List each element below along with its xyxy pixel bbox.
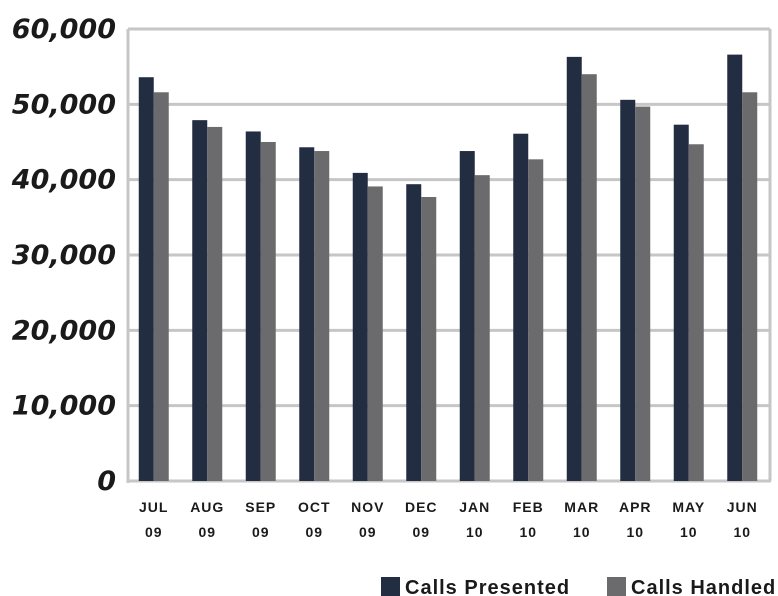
bar-calls-handled (153, 92, 169, 481)
x-tick-label-year: 09 (359, 524, 377, 540)
x-tick-label-year: 09 (145, 524, 163, 540)
bar-calls-presented (192, 120, 208, 482)
x-tick-label-month: FEB (513, 499, 544, 515)
bar-calls-presented (459, 151, 475, 482)
bar-calls-handled (635, 106, 651, 482)
legend-label: Calls Presented (405, 577, 570, 596)
x-tick-label-month: OCT (298, 499, 331, 515)
bars (138, 54, 758, 482)
bar-calls-handled (742, 92, 758, 481)
bar-calls-handled (421, 196, 437, 481)
bar-calls-presented (406, 184, 422, 482)
x-tick-label-month: NOV (351, 499, 384, 515)
x-tick-label-month: MAY (672, 499, 705, 515)
bar-calls-handled (207, 126, 223, 481)
x-axis-tick-labels: JUL 09 AUG 09 SEP 09 OCT 09 NOV 09 DEC 09 JAN 10 FEB 10… (139, 499, 758, 540)
bar-calls-handled (528, 159, 544, 481)
x-tick-label-month: SEP (245, 499, 276, 515)
x-tick-label-month: MAR (564, 499, 599, 515)
bar-calls-presented (138, 77, 154, 482)
x-tick-label-month: DEC (405, 499, 438, 515)
gridlines (126, 27, 772, 483)
y-tick-label: 30,000 (12, 240, 116, 271)
y-axis-tick-labels: 0 10,000 20,000 30,000 40,000 50,000 60,000 (11, 14, 116, 497)
x-tick-label-month: JAN (459, 499, 490, 515)
y-tick-label: 60,000 (12, 14, 116, 45)
bar-calls-presented (299, 147, 315, 482)
bar-calls-handled (474, 175, 490, 481)
legend: Calls Presented Calls Handled (381, 577, 776, 596)
x-tick-label-year: 10 (573, 524, 591, 540)
x-tick-label-month: APR (619, 499, 652, 515)
x-tick-label-year: 10 (626, 524, 644, 540)
bar-calls-presented (673, 124, 689, 481)
x-tick-label-year: 09 (412, 524, 430, 540)
bar-calls-presented (620, 99, 636, 482)
x-tick-label-month: JUL (139, 499, 168, 515)
x-tick-label-month: JUN (727, 499, 758, 515)
y-tick-label: 10,000 (12, 391, 116, 422)
bar-calls-handled (688, 144, 704, 481)
x-tick-label-year: 09 (305, 524, 323, 540)
x-tick-label-month: AUG (190, 499, 224, 515)
bar-calls-presented (245, 131, 261, 481)
y-tick-label: 20,000 (12, 315, 116, 346)
y-tick-label: 40,000 (11, 165, 116, 196)
bar-calls-presented (352, 172, 368, 482)
bar-calls-handled (314, 151, 330, 482)
x-tick-label-year: 10 (733, 524, 751, 540)
bar-calls-presented (513, 133, 529, 482)
bar-calls-presented (727, 54, 743, 481)
x-tick-label-year: 09 (198, 524, 216, 540)
bar-calls-presented (566, 56, 582, 482)
x-tick-label-year: 10 (519, 524, 537, 540)
x-tick-label-year: 09 (252, 524, 270, 540)
legend-label: Calls Handled (631, 577, 776, 596)
bar-calls-handled (367, 186, 383, 482)
y-tick-label: 0 (97, 466, 116, 497)
y-tick-label: 50,000 (12, 89, 116, 120)
x-tick-label-year: 10 (466, 524, 484, 540)
bar-calls-handled (260, 142, 276, 481)
bar-calls-handled (581, 74, 597, 481)
x-tick-label-year: 10 (680, 524, 698, 540)
legend-swatch (607, 577, 626, 596)
legend-swatch (381, 577, 400, 596)
